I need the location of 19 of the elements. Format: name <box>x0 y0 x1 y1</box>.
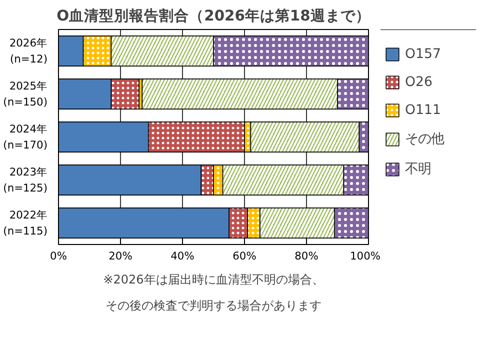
y-tick-label: 2026年 (n=12) <box>9 36 48 66</box>
y-tick-label: 2025年 (n=150) <box>3 80 48 108</box>
x-tick-label: 40% <box>170 250 194 262</box>
legend-label: O26 <box>405 74 432 90</box>
chart-title: O血清型別報告割合（2026年は第18週まで） <box>56 8 370 24</box>
y-tick-label: 2022年 (n=115) <box>3 208 48 238</box>
text: その後の検査で判明する場合があります <box>106 298 322 312</box>
y-tick-label: 2024年 (n=170) <box>3 122 48 152</box>
legend-label: 不明 <box>405 161 431 178</box>
legend-label: その他 <box>405 131 444 148</box>
legend-label: O111 <box>405 102 441 118</box>
x-tick-label: 60% <box>232 250 256 262</box>
legend-label: O157 <box>405 46 441 62</box>
x-tick-label: 20% <box>108 250 132 262</box>
x-tick-label: 0% <box>50 250 67 262</box>
x-tick-label: 100% <box>350 250 381 262</box>
x-tick-label: 80% <box>294 250 318 262</box>
text: ※2026年は届出時に血清型不明の場合、 <box>103 272 324 286</box>
y-tick-label: 2023年 (n=125) <box>3 166 48 194</box>
